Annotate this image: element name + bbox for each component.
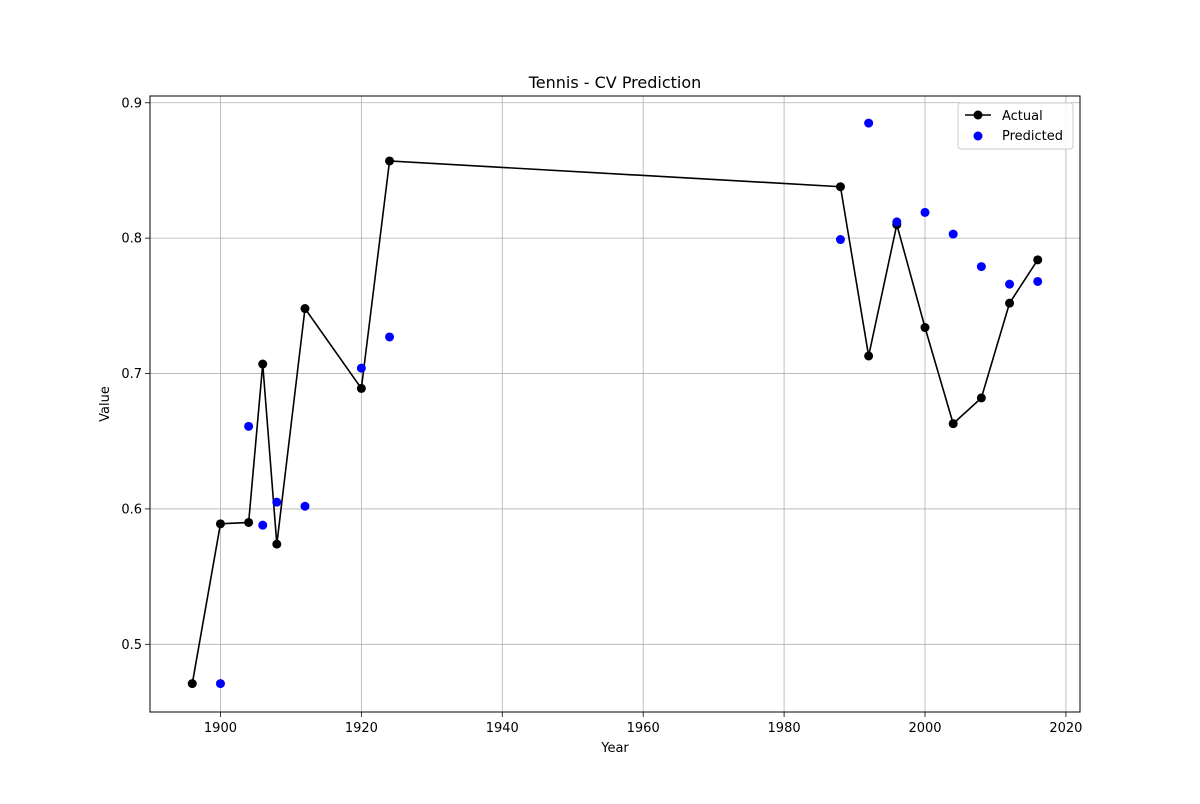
predicted-point — [300, 501, 310, 511]
predicted-point — [356, 363, 366, 373]
y-tick-label: 0.7 — [121, 367, 142, 382]
legend-actual-marker — [973, 110, 983, 120]
ticks: 1900 1920 1940 1960 1980 2000 2020 0.5 0.6 0.7 0.8… — [121, 96, 1082, 736]
predicted-point — [920, 207, 930, 217]
x-tick-label: 1900 — [204, 721, 237, 736]
predicted-point — [258, 520, 268, 530]
y-tick-label: 0.8 — [121, 232, 142, 247]
predicted-point — [892, 217, 902, 227]
predicted-point — [272, 497, 282, 507]
actual-point — [215, 519, 225, 529]
x-tick-label: 1940 — [486, 721, 519, 736]
actual-point — [835, 182, 845, 192]
predicted-point — [385, 332, 395, 342]
chart-title: Tennis - CV Prediction — [528, 73, 702, 92]
legend-actual-label: Actual — [1002, 109, 1043, 124]
x-tick-label: 1980 — [768, 721, 801, 736]
x-tick-label: 2020 — [1049, 721, 1082, 736]
actual-point — [187, 679, 197, 689]
x-tick-label: 1920 — [345, 721, 378, 736]
actual-point — [258, 359, 268, 369]
actual-point — [864, 351, 874, 361]
y-axis-label: Value — [98, 386, 113, 422]
legend: Actual Predicted — [957, 102, 1074, 150]
predicted-point — [1005, 279, 1015, 289]
predicted-point — [215, 679, 225, 689]
x-tick-label: 1960 — [627, 721, 660, 736]
actual-point — [385, 156, 395, 166]
y-tick-label: 0.6 — [121, 502, 142, 517]
actual-series-line — [191, 160, 1039, 684]
legend-predicted-label: Predicted — [1002, 129, 1063, 144]
actual-point — [1005, 298, 1015, 308]
x-tick-label: 2000 — [908, 721, 941, 736]
actual-point — [356, 383, 366, 393]
actual-point — [272, 539, 282, 549]
actual-point — [244, 517, 254, 527]
predicted-point — [976, 262, 986, 272]
y-tick-label: 0.9 — [121, 96, 142, 111]
actual-point — [1033, 255, 1043, 265]
x-axis-label: Year — [600, 741, 629, 756]
predicted-point — [948, 229, 958, 239]
y-tick-label: 0.5 — [121, 638, 142, 653]
predicted-point — [864, 118, 874, 128]
actual-point — [976, 393, 986, 403]
predicted-point — [835, 235, 845, 245]
actual-point — [300, 304, 310, 314]
actual-point — [948, 419, 958, 429]
legend-predicted-marker — [973, 131, 983, 141]
plot-data — [187, 118, 1043, 689]
plot-frame — [149, 95, 1081, 713]
actual-point — [920, 323, 930, 333]
predicted-point — [1033, 276, 1043, 286]
predicted-point — [244, 421, 254, 431]
